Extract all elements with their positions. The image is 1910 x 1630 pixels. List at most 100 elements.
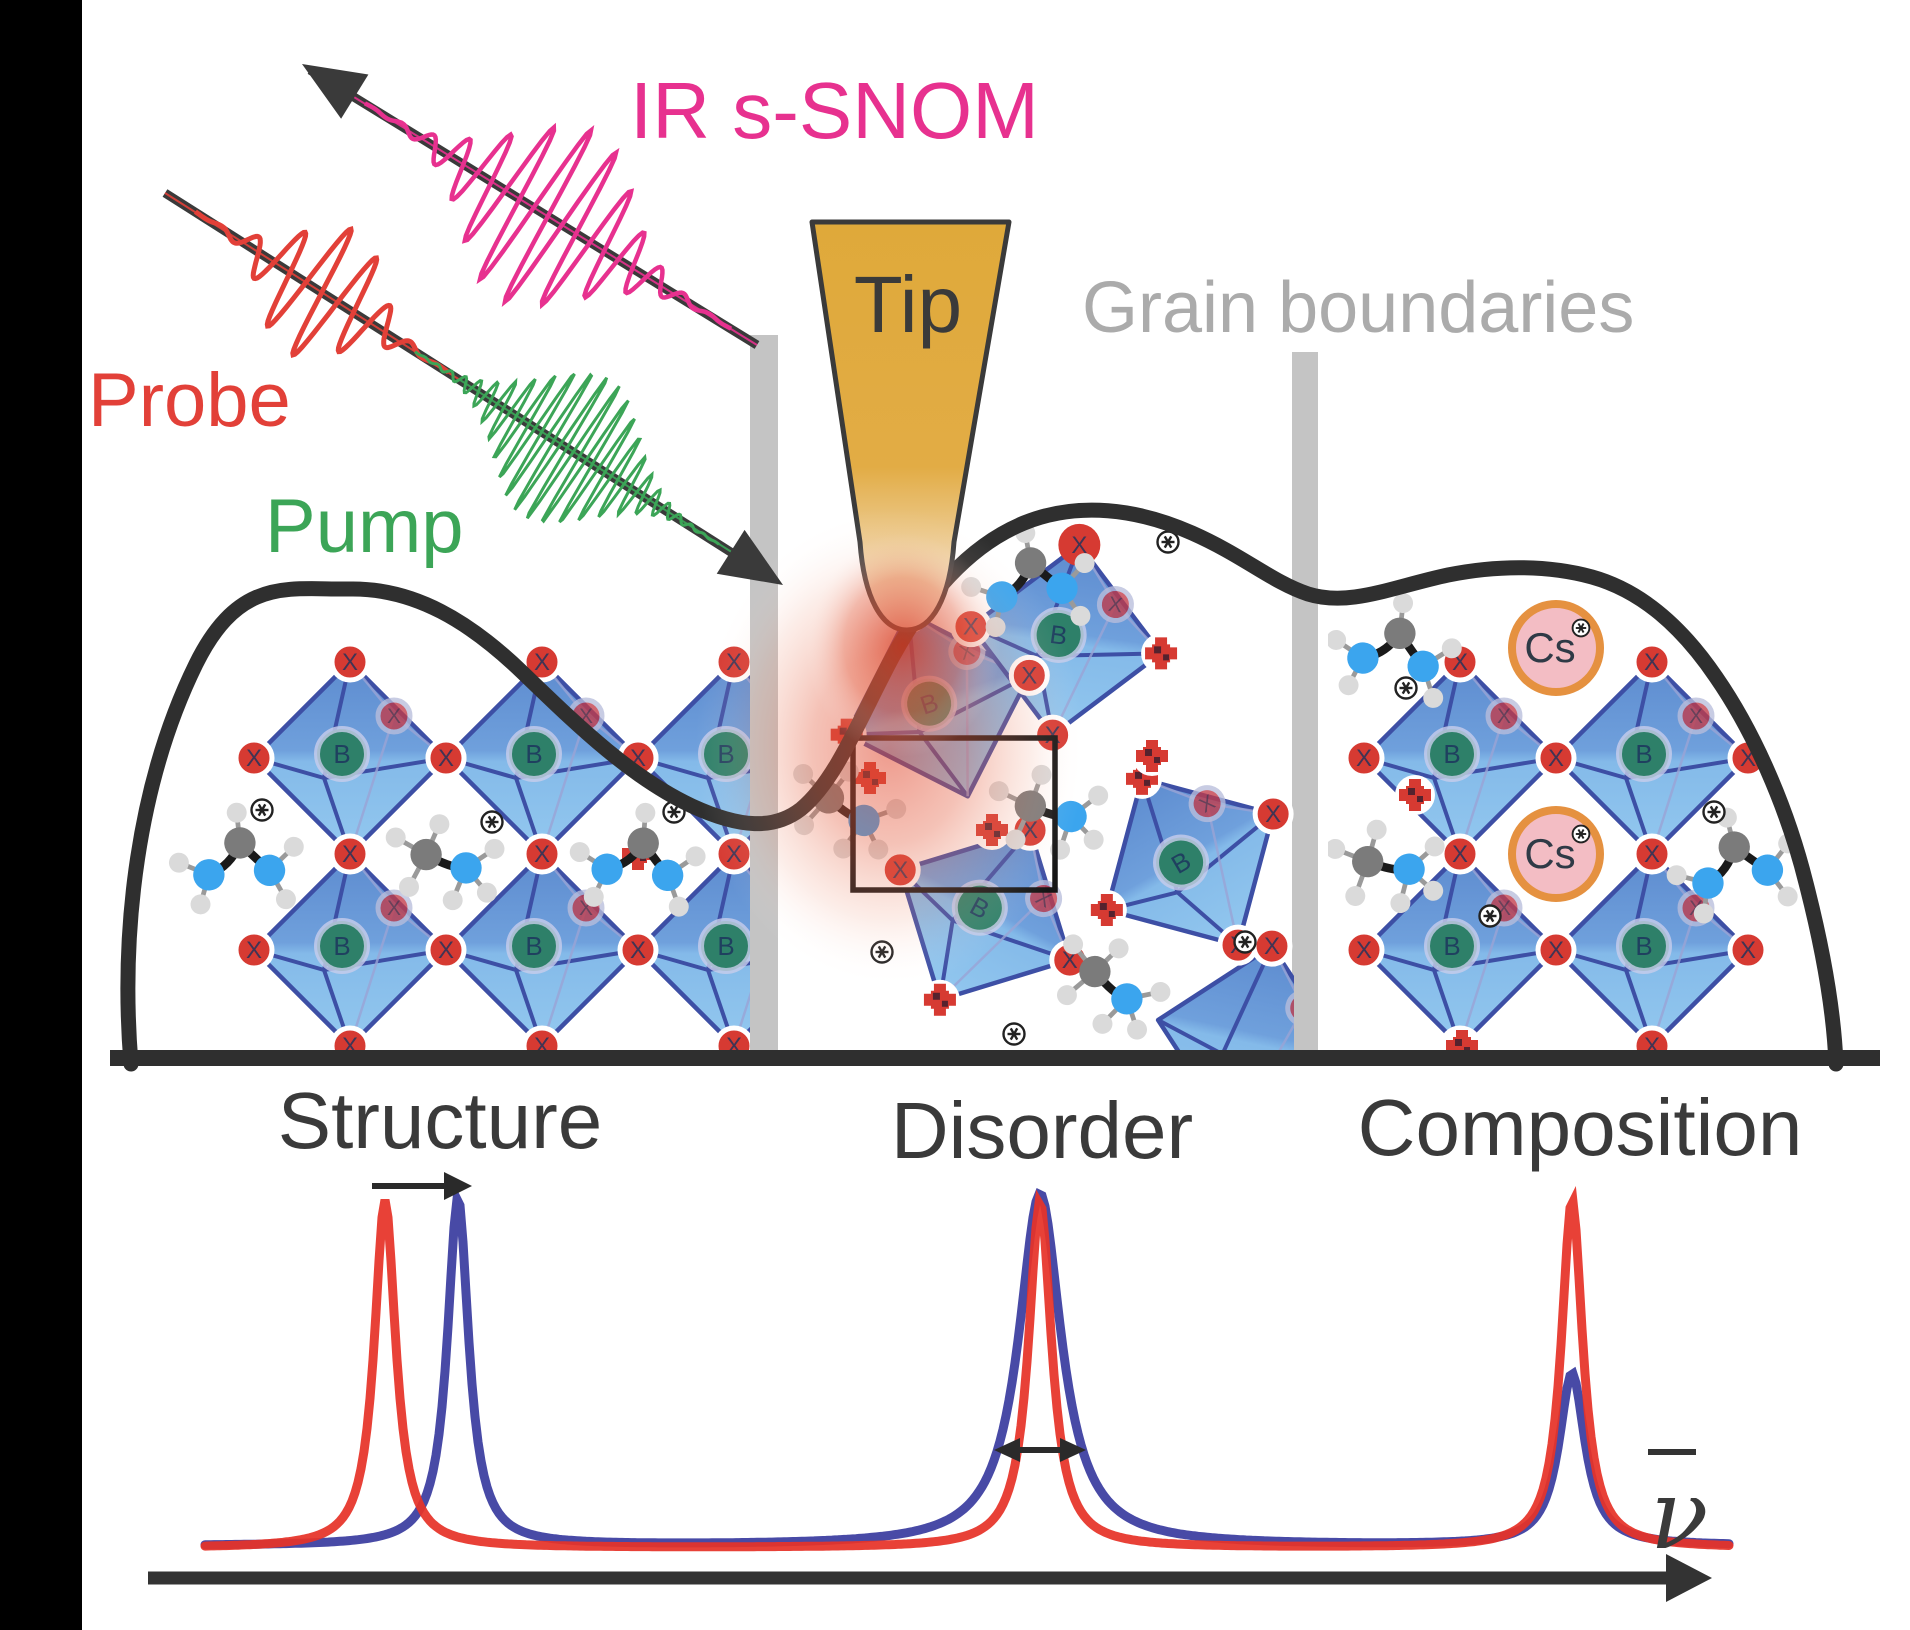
beam-arrowhead [302, 64, 369, 119]
svg-text:X: X [1689, 705, 1703, 728]
svg-text:X: X [1644, 649, 1660, 676]
svg-text:B: B [333, 739, 350, 769]
h-atom [1092, 1013, 1113, 1034]
svg-text:X: X [1452, 841, 1468, 868]
h-atom [1390, 893, 1411, 914]
svg-text:X: X [1071, 532, 1087, 559]
back-x-atom: X [1096, 586, 1134, 624]
n-atom [1046, 572, 1078, 604]
h-atom [1088, 785, 1109, 806]
svg-text:X: X [630, 937, 646, 964]
octahedron: BX [251, 851, 449, 1049]
h-atom [1393, 593, 1414, 614]
h-atom [1083, 829, 1104, 850]
svg-text:X: X [534, 841, 550, 868]
svg-text:B: B [525, 739, 542, 769]
n-atom [1393, 853, 1425, 885]
cation-molecule [385, 814, 505, 911]
charge-plus-icon [250, 798, 274, 822]
left-border-bar [0, 0, 82, 1630]
c-atom [1718, 831, 1750, 863]
pump-pulse [414, 350, 720, 546]
beam-arrowhead [1060, 1438, 1086, 1462]
h-atom [668, 896, 689, 917]
octahedron: BX [443, 659, 641, 857]
h-atom [583, 886, 604, 907]
cs-ion: Cs [1508, 806, 1604, 902]
x-atom: X [521, 641, 563, 683]
svg-text:X: X [246, 745, 262, 772]
h-atom [1328, 630, 1347, 650]
cation-molecule [1666, 807, 1799, 924]
x-atom: X [329, 641, 371, 683]
svg-text:X: X [1356, 745, 1372, 772]
defect-x-atom [1086, 890, 1127, 930]
n-atom [1407, 650, 1439, 682]
x-atom: X [425, 737, 467, 779]
b-atom: B [1616, 726, 1672, 782]
substrate-baseline [110, 1050, 1880, 1066]
x-atom: X [1252, 793, 1294, 835]
disorder-label: Disorder [891, 1086, 1193, 1175]
h-atom [283, 836, 304, 857]
ir-snom-label: IR s-SNOM [630, 66, 1039, 155]
h-atom [1070, 605, 1091, 626]
n-atom [1692, 867, 1724, 899]
svg-text:X: X [1356, 937, 1372, 964]
x-atom: X [1727, 929, 1769, 971]
svg-text:X: X [1548, 745, 1564, 772]
charge-plus-icon [1478, 904, 1502, 928]
octahedron: BX [1104, 776, 1276, 948]
svg-text:X: X [1740, 937, 1756, 964]
b-atom: B [1616, 918, 1672, 974]
h-atom [226, 802, 247, 823]
cation-molecule [1328, 819, 1445, 914]
x-atom: X [1631, 833, 1673, 875]
x-atom: X [1343, 929, 1385, 971]
svg-text:B: B [1443, 739, 1460, 769]
spectrum-curve-pumped-blue [200, 1183, 1734, 1550]
beam-arrowhead [716, 529, 783, 585]
h-atom [190, 894, 211, 915]
near-field-glow [805, 533, 1001, 757]
region-composition: BXBXBXBXXXXXXXXXXXXXCsCs [1328, 593, 1799, 1058]
n-atom [450, 852, 482, 884]
svg-text:X: X [1644, 841, 1660, 868]
labels-layer: IR s-SNOM Probe Pump Tip Grain boundarie… [88, 66, 1802, 1571]
b-atom: B [1424, 918, 1480, 974]
x-atom: X [617, 929, 659, 971]
wavenumber-axis-label: ν [1650, 1459, 1708, 1571]
svg-text:X: X [1264, 933, 1280, 960]
x-atom: X [329, 833, 371, 875]
beam-arrowhead [1666, 1554, 1712, 1602]
x-atom: X [1251, 925, 1293, 967]
charge-plus-icon [1394, 676, 1418, 700]
h-atom [399, 876, 419, 897]
charge-plus-icon [1156, 530, 1180, 554]
charge-plus-icon [1702, 800, 1726, 824]
x-atom: X [425, 929, 467, 971]
svg-text:X: X [387, 705, 401, 728]
back-x-atom: X [375, 697, 413, 735]
svg-text:X: X [342, 841, 358, 868]
defect-x-atom [1132, 736, 1172, 776]
c-atom [224, 827, 256, 859]
svg-text:X: X [246, 937, 262, 964]
h-atom [429, 814, 450, 835]
defect-x-atom [919, 979, 960, 1020]
h-atom [1127, 1019, 1148, 1040]
svg-text:B: B [333, 931, 350, 961]
cation-molecule [1328, 593, 1462, 708]
b-atom: B [1153, 834, 1210, 891]
c-atom [1014, 547, 1047, 579]
h-atom [1424, 836, 1445, 857]
pump-label: Pump [265, 484, 464, 569]
h-atom [1441, 638, 1462, 659]
c-atom [1352, 845, 1384, 878]
svg-text:B: B [1443, 931, 1460, 961]
n-atom [591, 853, 623, 885]
back-x-atom: X [375, 889, 413, 927]
